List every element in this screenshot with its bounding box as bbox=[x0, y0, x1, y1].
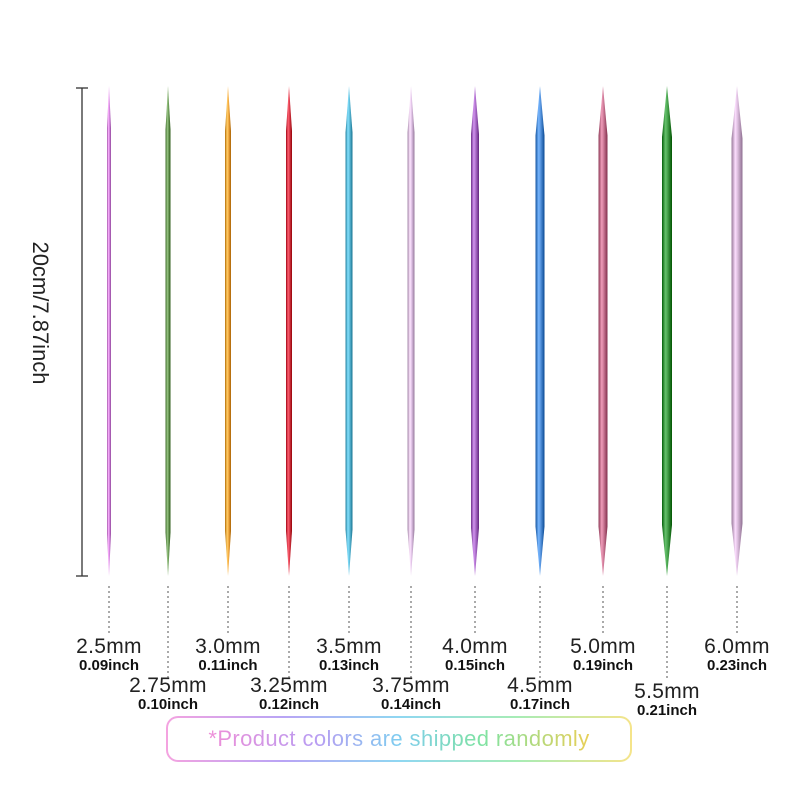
size-inch: 0.14inch bbox=[380, 696, 442, 713]
needle-3.25mm bbox=[286, 86, 292, 576]
size-label: 4.0mm 0.15inch bbox=[420, 636, 530, 674]
size-label: 3.75mm 0.14inch bbox=[356, 675, 466, 713]
size-mm: 6.0mm bbox=[704, 635, 770, 658]
size-inch: 0.12inch bbox=[258, 696, 320, 713]
length-label: 20cm/7.87inch bbox=[28, 241, 53, 385]
size-mm: 2.75mm bbox=[129, 674, 207, 697]
needle-2.75mm bbox=[165, 86, 171, 576]
size-label: 6.0mm 0.23inch bbox=[682, 636, 792, 674]
size-inch: 0.11inch bbox=[198, 657, 258, 674]
needle-3.0mm bbox=[225, 86, 231, 576]
size-inch: 0.19inch bbox=[572, 657, 634, 674]
size-label: 3.25mm 0.12inch bbox=[234, 675, 344, 713]
needle-3.75mm bbox=[407, 86, 415, 576]
size-label: 2.75mm 0.10inch bbox=[113, 675, 223, 713]
size-inch: 0.09inch bbox=[78, 657, 140, 674]
color-notice-box: *Product colors are shipped randomly bbox=[166, 716, 632, 762]
size-mm: 2.5mm bbox=[76, 635, 142, 658]
size-label: 4.5mm 0.17inch bbox=[485, 675, 595, 713]
size-label: 5.5mm 0.21inch bbox=[612, 681, 722, 719]
length-dimension-bracket bbox=[76, 87, 88, 577]
size-label: 3.0mm 0.11inch bbox=[173, 636, 283, 674]
size-mm: 5.5mm bbox=[634, 680, 700, 703]
size-label: 5.0mm 0.19inch bbox=[548, 636, 658, 674]
size-inch: 0.10inch bbox=[137, 696, 199, 713]
color-notice-text: *Product colors are shipped randomly bbox=[208, 726, 590, 751]
needle-5.5mm bbox=[662, 86, 672, 576]
size-mm: 3.75mm bbox=[372, 674, 450, 697]
size-label: 3.5mm 0.13inch bbox=[294, 636, 404, 674]
needles bbox=[107, 86, 743, 576]
needle-4.5mm bbox=[535, 86, 545, 576]
size-mm: 4.0mm bbox=[442, 635, 508, 658]
size-inch: 0.13inch bbox=[318, 657, 380, 674]
size-mm: 3.5mm bbox=[316, 635, 382, 658]
size-mm: 4.5mm bbox=[507, 674, 573, 697]
size-inch: 0.15inch bbox=[444, 657, 506, 674]
size-mm: 3.0mm bbox=[195, 635, 261, 658]
size-mm: 5.0mm bbox=[570, 635, 636, 658]
needle-5.0mm bbox=[598, 86, 608, 576]
size-label: 2.5mm 0.09inch bbox=[54, 636, 164, 674]
size-inch: 0.21inch bbox=[636, 702, 698, 719]
needle-2.5mm bbox=[107, 86, 111, 576]
dashed-leaders bbox=[108, 586, 738, 678]
needle-6.0mm bbox=[731, 86, 743, 576]
needle-4.0mm bbox=[471, 86, 479, 576]
needle-3.5mm bbox=[345, 86, 353, 576]
size-mm: 3.25mm bbox=[250, 674, 328, 697]
size-inch: 0.23inch bbox=[706, 657, 768, 674]
size-inch: 0.17inch bbox=[509, 696, 571, 713]
